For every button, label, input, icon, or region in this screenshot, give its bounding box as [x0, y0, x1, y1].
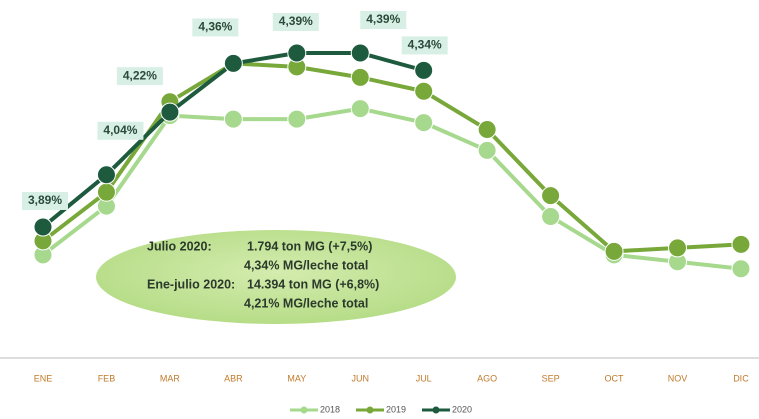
data-label-bg [116, 67, 163, 86]
point [414, 113, 434, 133]
point [477, 120, 497, 140]
data-label: 4,22% [123, 68, 157, 82]
annotation-text: Julio 2020: [147, 239, 212, 253]
x-tick-label: ENE [34, 373, 53, 383]
point [287, 43, 307, 63]
point [668, 238, 687, 258]
x-tick-label: NOV [668, 373, 688, 383]
x-tick-label: ABR [224, 373, 243, 383]
legend-label: 2019 [386, 404, 406, 414]
x-tick-label: MAR [160, 373, 181, 383]
point [414, 81, 434, 101]
annotation-text: 1.794 ton MG (+7,5%) [247, 239, 372, 253]
data-label: 4,39% [366, 12, 400, 26]
point [160, 102, 180, 122]
data-label: 4,39% [279, 14, 313, 28]
point [350, 43, 370, 63]
x-tick-label: SEP [542, 373, 560, 383]
annotation-text: Ene-julio 2020: [147, 277, 235, 291]
legend: 2018 2019 2020 [290, 404, 472, 414]
point [223, 109, 243, 129]
point [604, 241, 624, 261]
x-tick-label: DIC [733, 373, 749, 383]
point [96, 182, 116, 202]
point [477, 140, 497, 160]
data-label: 3,89% [28, 193, 62, 207]
point [541, 186, 561, 206]
x-tick-label: AGO [477, 373, 497, 383]
point [287, 109, 307, 129]
point [414, 60, 434, 80]
series-line [41, 106, 742, 271]
data-label: 4,36% [198, 20, 232, 34]
data-label-bg [192, 18, 239, 37]
x-tick-label: MAY [287, 373, 306, 383]
point [96, 165, 116, 185]
annotation-text: 4,21% MG/leche total [244, 296, 368, 310]
data-labels: 3,89% 4,04% 4,22% 4,36% 4,39% 4,39% 4,34% [22, 10, 448, 210]
point [731, 259, 751, 279]
data-label-bg [97, 121, 144, 140]
legend-label: 2018 [320, 404, 340, 414]
point [350, 99, 370, 119]
point [33, 217, 53, 237]
data-label-bg [22, 191, 68, 210]
legend-marker [300, 406, 308, 414]
series-line [41, 61, 742, 254]
data-label-bg [401, 36, 448, 55]
legend-label: 2020 [452, 404, 472, 414]
annotation-text: 4,34% MG/leche total [244, 258, 368, 272]
annotation: Julio 2020: 1.794 ton MG (+7,5%) 4,34% MG/… [147, 239, 379, 310]
data-label: 4,34% [408, 38, 442, 52]
x-tick-label: OCT [605, 373, 625, 383]
x-tick-label: FEB [98, 373, 116, 383]
data-label-bg [272, 12, 319, 31]
point [731, 234, 751, 254]
point [350, 67, 370, 87]
legend-marker [366, 406, 374, 414]
annotation-bubble [96, 230, 456, 324]
x-axis-labels: ENE FEB MAR ABR MAY JUN JUL AGO SEP OCT NOV DIC [34, 373, 749, 383]
x-tick-label: JUN [352, 373, 370, 383]
annotation-text: 14.394 ton MG (+6,8%) [247, 277, 379, 291]
data-label: 4,04% [103, 123, 137, 137]
plot [33, 43, 751, 279]
x-tick-label: JUL [416, 373, 432, 383]
data-label-bg [360, 10, 407, 29]
point [541, 207, 561, 227]
legend-marker [432, 406, 440, 414]
point [223, 53, 243, 73]
